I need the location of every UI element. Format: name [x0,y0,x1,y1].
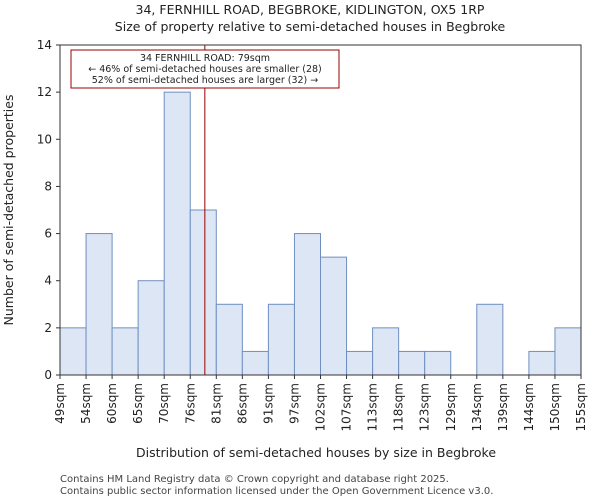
x-tick-label: 60sqm [105,383,119,424]
footer-line-2: Contains public sector information licen… [60,486,493,497]
x-tick-label: 134sqm [470,383,484,431]
y-axis-label: Number of semi-detached properties [1,95,16,326]
x-tick-label: 86sqm [235,383,249,424]
x-tick-label: 118sqm [392,383,406,431]
x-tick-label: 97sqm [287,383,301,424]
y-tick-label: 10 [37,132,52,146]
footer-line-1: Contains HM Land Registry data © Crown c… [60,474,449,485]
histogram-bar [528,350,556,376]
x-tick-label: 54sqm [79,383,93,424]
histogram-bar [398,350,426,376]
annotation-smaller: ← 46% of semi-detached houses are smalle… [88,64,322,75]
bars-group [59,91,582,376]
histogram-bar [424,350,452,376]
histogram-bar [320,256,348,376]
x-tick-label: 65sqm [131,383,145,424]
x-tick-label: 70sqm [157,383,171,424]
annotation-box [70,49,340,89]
y-tick-label: 6 [44,227,52,241]
x-tick-label: 76sqm [183,383,197,424]
histogram-bar [85,233,113,376]
histogram-bar [215,303,243,376]
x-tick-label: 107sqm [340,383,354,431]
y-tick-label: 8 [44,179,52,193]
x-tick-label: 81sqm [209,383,223,424]
x-tick-label: 113sqm [366,383,380,431]
x-tick-label: 144sqm [522,383,536,431]
x-tick-label: 129sqm [444,383,458,431]
x-tick-label: 102sqm [314,383,328,431]
y-tick-label: 4 [44,274,52,288]
x-axis-label: Distribution of semi-detached houses by … [136,445,496,460]
y-axis-ticks: 0 2 4 6 8 10 12 14 [37,38,60,382]
plot-frame [59,44,582,376]
y-tick-label: 0 [44,368,52,382]
histogram-bar [293,233,322,376]
histogram-bar [189,209,217,376]
histogram-bar [59,327,87,376]
y-tick-label: 12 [37,85,52,99]
annotation-title: 34 FERNHILL ROAD: 79sqm [140,53,270,64]
y-tick-label: 2 [44,321,52,335]
histogram-bar [163,91,191,376]
x-tick-label: 150sqm [548,383,562,431]
x-tick-label: 139sqm [496,383,510,431]
x-tick-label: 49sqm [53,383,67,424]
annotation-larger: 52% of semi-detached houses are larger (… [92,75,319,86]
chart-title: 34, FERNHILL ROAD, BEGBROKE, KIDLINGTON,… [136,2,485,17]
histogram-bar [554,327,582,376]
y-tick-label: 14 [37,38,52,52]
chart-subtitle: Size of property relative to semi-detach… [115,19,506,34]
x-tick-label: 155sqm [574,383,588,431]
histogram-bar [241,350,269,376]
x-axis-ticks: 49sqm 54sqm 60sqm 65sqm 70sqm 76sqm 81sqm 86sqm… [53,375,588,431]
histogram-bar [372,327,400,376]
histogram-bar [111,327,139,376]
histogram-bar [476,303,504,376]
histogram-bar [137,280,165,376]
histogram-bar [267,303,295,376]
x-tick-label: 91sqm [261,383,275,424]
histogram-bar [346,350,374,376]
x-tick-label: 123sqm [418,383,432,431]
